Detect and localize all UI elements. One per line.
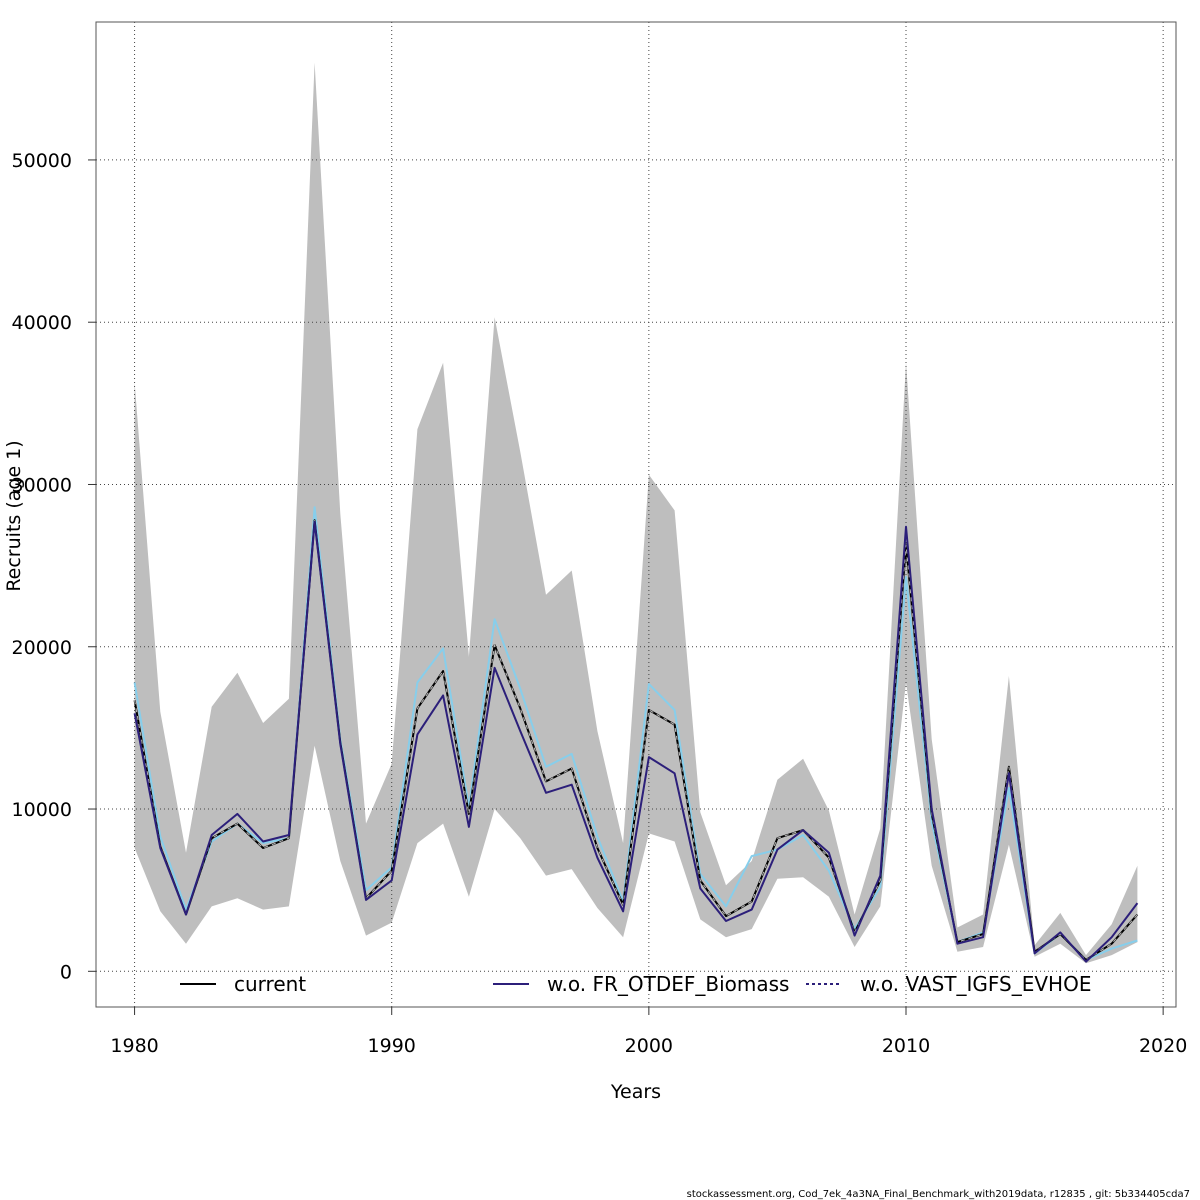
x-tick-label-3: 2010 — [882, 1035, 930, 1057]
y-tick-label-2: 20000 — [12, 637, 72, 659]
y-tick-label-5: 50000 — [12, 150, 72, 172]
axis-layer: 1980 1990 2000 2010 2020 0 10000 20000 30000 4000… — [12, 150, 1188, 1057]
legend: current w.o. FR_OTDEF_Biomass w.o. VAST_… — [180, 972, 1091, 996]
x-tick-label-2: 2000 — [625, 1035, 673, 1057]
confidence-band — [134, 62, 1138, 964]
x-tick-label-4: 2020 — [1139, 1035, 1187, 1057]
y-tick-label-0: 0 — [60, 961, 72, 983]
grid-layer — [96, 22, 1176, 1007]
y-tick-label-4: 40000 — [12, 312, 72, 334]
y-axis-title: Recruits (age 1) — [3, 440, 25, 591]
y-tick-label-1: 10000 — [12, 799, 72, 821]
series-line-fr-otdef-biomass — [133, 520, 1139, 963]
y-tick-label-3: 30000 — [12, 474, 72, 496]
plot-frame — [95, 21, 1177, 1008]
footer-text: stockassessment.org, Cod_7ek_4a3NA_Final… — [687, 1189, 1190, 1200]
legend-label-vast-igfs: w.o. VAST_IGFS_EVHOE — [860, 972, 1091, 996]
series-layer — [133, 506, 1139, 963]
legend-label-fr-otdef: w.o. FR_OTDEF_Biomass — [547, 972, 789, 996]
x-tick-label-0: 1980 — [110, 1035, 158, 1057]
legend-label-current: current — [234, 972, 306, 996]
x-tick-label-1: 1990 — [368, 1035, 416, 1057]
x-axis-title: Years — [610, 1081, 661, 1103]
confidence-band-layer — [134, 62, 1138, 964]
